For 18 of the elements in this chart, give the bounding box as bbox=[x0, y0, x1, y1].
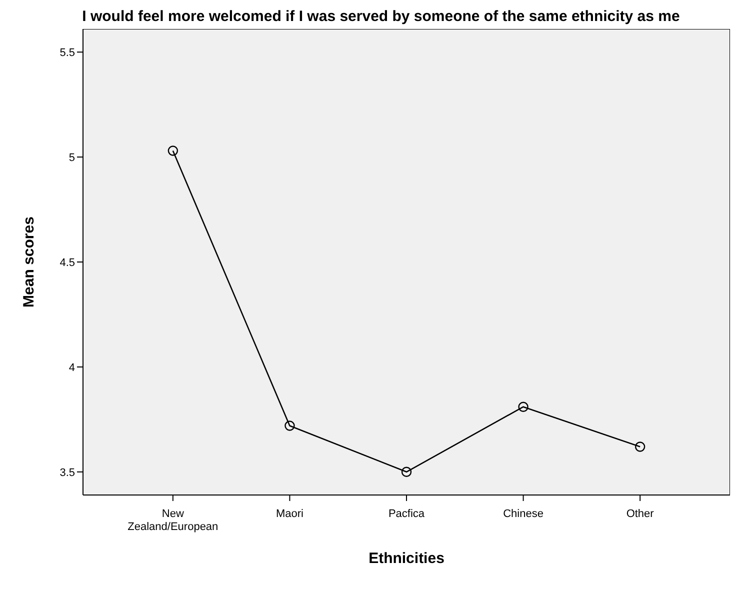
x-tick-label: Other bbox=[626, 508, 654, 520]
y-tick-label: 3.5 bbox=[60, 466, 75, 479]
y-axis-title: Mean scores bbox=[20, 216, 38, 308]
y-tick-label: 5 bbox=[68, 152, 75, 164]
y-tick-label: 4 bbox=[68, 362, 75, 374]
point bbox=[634, 442, 646, 452]
x-tick-label: Maori bbox=[276, 508, 304, 520]
point bbox=[284, 420, 295, 431]
y-tick-label: 4.5 bbox=[60, 256, 75, 269]
x-tick-label: Chinese bbox=[503, 508, 544, 520]
y-tick-label: 5.5 bbox=[60, 46, 75, 59]
chart-title: I would feel more welcomed if I was served by someone of the same ethnicity as me bbox=[81, 8, 681, 25]
x-tick-label: New Zealand/European bbox=[128, 508, 218, 533]
point bbox=[168, 146, 178, 156]
point bbox=[518, 402, 528, 412]
x-axis-title: Ethnicities bbox=[368, 550, 444, 567]
point bbox=[401, 466, 412, 478]
x-tick-label: Pacfica bbox=[388, 508, 426, 520]
